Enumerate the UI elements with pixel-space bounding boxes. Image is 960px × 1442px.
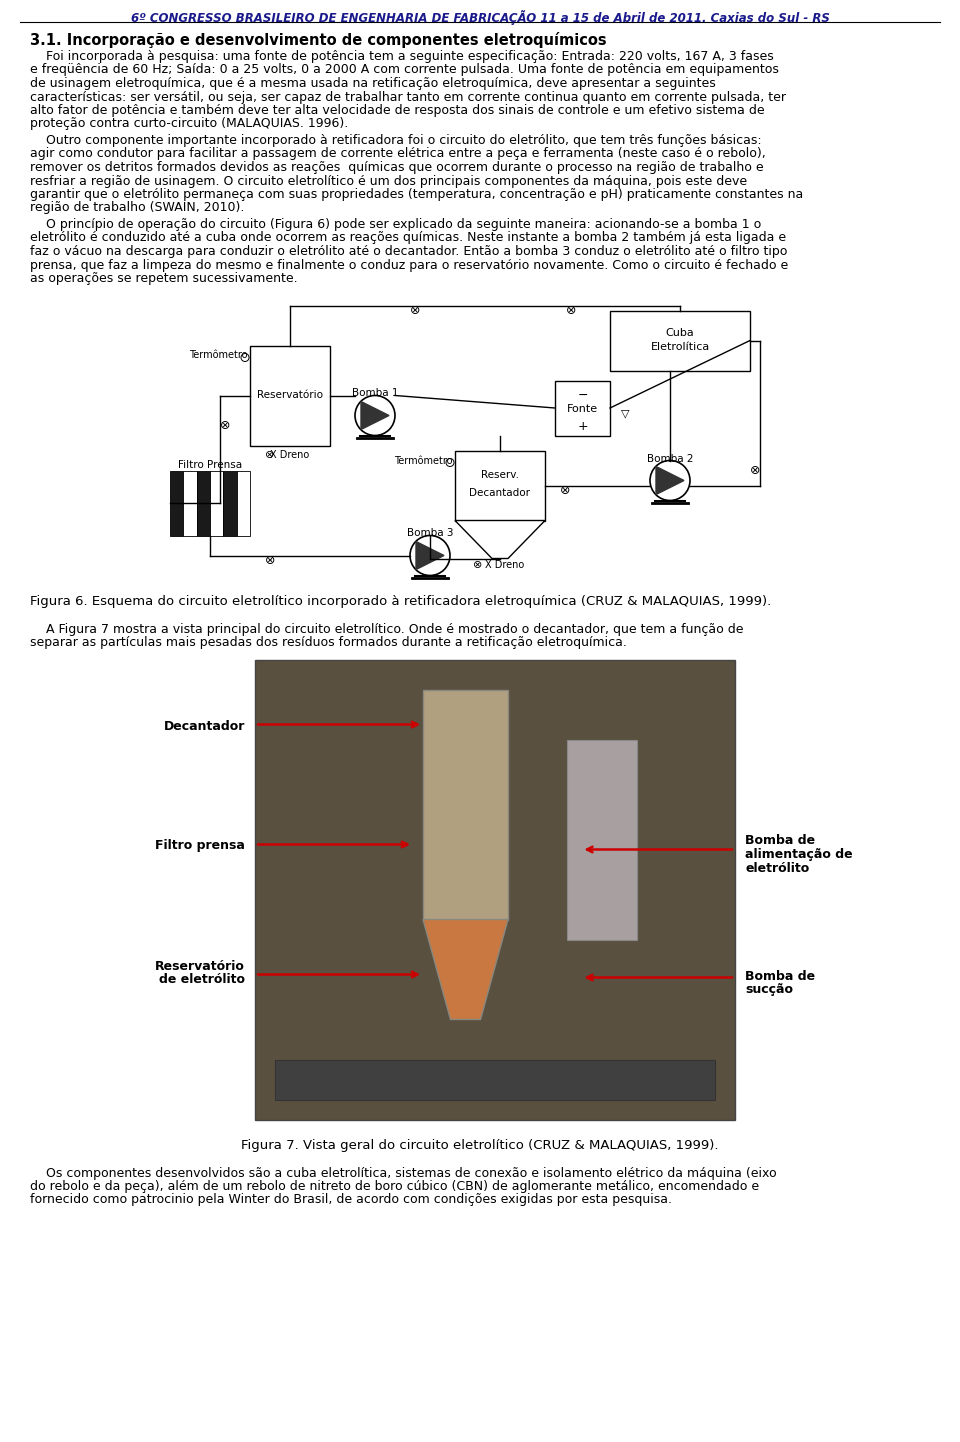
Text: fornecido como patrocinio pela Winter do Brasil, de acordo com condições exigida: fornecido como patrocinio pela Winter do… (30, 1194, 672, 1207)
Bar (224, 470, 237, 535)
Text: ⊗: ⊗ (560, 485, 570, 497)
Bar (170, 470, 183, 535)
Text: Decantador: Decantador (469, 489, 531, 499)
Text: Bomba de: Bomba de (745, 835, 815, 848)
Bar (455, 450, 545, 521)
Bar (567, 740, 637, 940)
Text: ⊗: ⊗ (565, 304, 576, 317)
Polygon shape (656, 467, 684, 495)
Text: X Dreno: X Dreno (271, 450, 310, 460)
Text: Outro componente importante incorporado à retificadora foi o circuito do eletról: Outro componente importante incorporado … (30, 134, 761, 147)
Text: Eletrolítica: Eletrolítica (650, 343, 709, 352)
Bar (197, 470, 210, 535)
Text: Decantador: Decantador (163, 720, 245, 733)
Text: Termômetro: Termômetro (395, 456, 453, 466)
Text: ⊗: ⊗ (473, 561, 483, 571)
Text: faz o vácuo na descarga para conduzir o eletrólito até o decantador. Então a bom: faz o vácuo na descarga para conduzir o … (30, 245, 787, 258)
Polygon shape (416, 542, 444, 570)
Polygon shape (423, 920, 508, 1019)
Text: +: + (577, 421, 588, 434)
Text: eletrólito é conduzido até a cuba onde ocorrem as reações químicas. Neste instan: eletrólito é conduzido até a cuba onde o… (30, 232, 786, 245)
Text: Filtro Prensa: Filtro Prensa (178, 460, 242, 470)
Text: remover os detritos formados devidos as reações  químicas que ocorrem durante o : remover os detritos formados devidos as … (30, 162, 763, 174)
Text: Filtro prensa: Filtro prensa (156, 839, 245, 852)
Text: ▽: ▽ (621, 408, 629, 418)
Bar (250, 346, 330, 446)
Circle shape (650, 460, 690, 500)
Text: proteção contra curto-circuito (MALAQUIAS. 1996).: proteção contra curto-circuito (MALAQUIA… (30, 117, 348, 130)
Text: do rebolo e da peça), além de um rebolo de nitreto de boro cúbico (CBN) de aglom: do rebolo e da peça), além de um rebolo … (30, 1180, 759, 1193)
Text: características: ser versátil, ou seja, ser capaz de trabalhar tanto em corrente: características: ser versátil, ou seja, … (30, 91, 786, 104)
Bar (555, 381, 610, 435)
Text: Figura 7. Vista geral do circuito eletrolítico (CRUZ & MALAQUIAS, 1999).: Figura 7. Vista geral do circuito eletro… (241, 1139, 719, 1152)
Circle shape (355, 395, 395, 435)
Text: ⊗: ⊗ (220, 420, 230, 433)
Circle shape (410, 535, 450, 575)
Polygon shape (361, 401, 389, 430)
Text: A Figura 7 mostra a vista principal do circuito eletrolítico. Onde é mostrado o : A Figura 7 mostra a vista principal do c… (30, 623, 743, 636)
Bar (237, 470, 250, 535)
Text: separar as partículas mais pesadas dos resíduos formados durante a retificação e: separar as partículas mais pesadas dos r… (30, 636, 627, 649)
Text: agir como condutor para facilitar a passagem de corrente elétrica entre a peça e: agir como condutor para facilitar a pass… (30, 147, 766, 160)
Text: sucção: sucção (745, 983, 793, 996)
Text: de usinagem eletroquímica, que é a mesma usada na retificação eletroquímica, dev: de usinagem eletroquímica, que é a mesma… (30, 76, 716, 89)
Bar (423, 689, 508, 920)
Text: 6º CONGRESSO BRASILEIRO DE ENGENHARIA DE FABRICAÇÃO 11 a 15 de Abril de 2011. Ca: 6º CONGRESSO BRASILEIRO DE ENGENHARIA DE… (131, 10, 829, 25)
Text: Bomba 1: Bomba 1 (351, 388, 398, 398)
Bar (210, 470, 224, 535)
Polygon shape (455, 521, 545, 558)
Text: ⊗: ⊗ (265, 450, 275, 460)
Text: 3.1. Incorporação e desenvolvimento de componentes eletroquímicos: 3.1. Incorporação e desenvolvimento de c… (30, 32, 607, 48)
Text: Fonte: Fonte (567, 404, 598, 414)
Text: alimentação de: alimentação de (745, 848, 852, 861)
Text: garantir que o eletrólito permaneça com suas propriedades (temperatura, concentr: garantir que o eletrólito permaneça com … (30, 187, 804, 200)
Text: Figura 6. Esquema do circuito eletrolítico incorporado à retificadora eletroquím: Figura 6. Esquema do circuito eletrolíti… (30, 596, 771, 609)
Bar (255, 659, 735, 1119)
Text: X Dreno: X Dreno (485, 561, 524, 571)
Text: Reservatório: Reservatório (257, 391, 323, 401)
Text: O princípio de operação do circuito (Figura 6) pode ser explicado da seguinte ma: O princípio de operação do circuito (Fig… (30, 218, 761, 231)
Text: eletrólito: eletrólito (745, 861, 809, 874)
Text: alto fator de potência e também deve ter alta velocidade de resposta dos sinais : alto fator de potência e também deve ter… (30, 104, 764, 117)
Text: Reservatório: Reservatório (156, 959, 245, 972)
Text: Reserv.: Reserv. (481, 470, 519, 480)
Text: resfriar a região de usinagem. O circuito eletrolítico é um dos principais compo: resfriar a região de usinagem. O circuit… (30, 174, 747, 187)
Text: Termômetro: Termômetro (189, 350, 248, 360)
Bar (183, 470, 197, 535)
Text: Bomba 3: Bomba 3 (407, 529, 453, 538)
Text: região de trabalho (SWAIN, 2010).: região de trabalho (SWAIN, 2010). (30, 202, 245, 215)
Text: e freqüência de 60 Hz; Saída: 0 a 25 volts, 0 a 2000 A com corrente pulsada. Uma: e freqüência de 60 Hz; Saída: 0 a 25 vol… (30, 63, 779, 76)
Text: Cuba: Cuba (665, 329, 694, 339)
Text: ⊗: ⊗ (265, 554, 276, 567)
Text: prensa, que faz a limpeza do mesmo e finalmente o conduz para o reservatório nov: prensa, que faz a limpeza do mesmo e fin… (30, 258, 788, 271)
Text: Foi incorporada à pesquisa: uma fonte de potência tem a seguinte especificação: : Foi incorporada à pesquisa: uma fonte de… (30, 50, 774, 63)
Text: Bomba 2: Bomba 2 (647, 453, 693, 463)
Text: as operações se repetem sucessivamente.: as operações se repetem sucessivamente. (30, 273, 298, 286)
Text: de eletrólito: de eletrólito (159, 973, 245, 986)
Text: Bomba de: Bomba de (745, 969, 815, 982)
Text: Os componentes desenvolvidos são a cuba eletrolítica, sistemas de conexão e isol: Os componentes desenvolvidos são a cuba … (30, 1167, 777, 1180)
Text: ⊗: ⊗ (750, 464, 760, 477)
Bar (275, 1060, 715, 1099)
Text: ⊗: ⊗ (410, 304, 420, 317)
Text: −: − (577, 388, 588, 401)
Bar (610, 310, 750, 371)
